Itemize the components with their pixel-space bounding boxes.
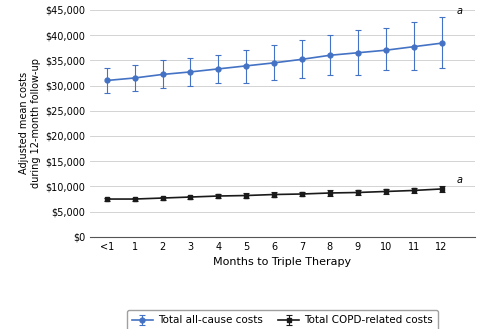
X-axis label: Months to Triple Therapy: Months to Triple Therapy	[214, 257, 352, 267]
Text: a: a	[457, 175, 463, 186]
Text: a: a	[457, 7, 463, 16]
Y-axis label: Adjusted mean costs
during 12-month follow-up: Adjusted mean costs during 12-month foll…	[19, 58, 41, 189]
Legend: Total all-cause costs, Total COPD-related costs: Total all-cause costs, Total COPD-relate…	[126, 310, 438, 329]
